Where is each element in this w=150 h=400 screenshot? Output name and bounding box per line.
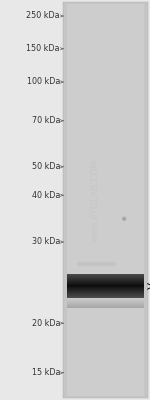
Bar <box>67 291 144 292</box>
Bar <box>67 302 144 303</box>
Bar <box>67 283 144 284</box>
Text: 250 kDa: 250 kDa <box>26 12 60 20</box>
Bar <box>67 303 144 304</box>
Bar <box>67 289 144 290</box>
Bar <box>67 299 144 300</box>
Text: 15 kDa: 15 kDa <box>32 368 60 377</box>
Bar <box>67 290 144 291</box>
Text: 100 kDa: 100 kDa <box>27 78 60 86</box>
Bar <box>67 285 144 286</box>
Bar <box>67 301 144 302</box>
Bar <box>67 275 144 276</box>
Bar <box>67 288 144 289</box>
Bar <box>67 287 144 288</box>
Bar <box>67 304 144 305</box>
Text: 150 kDa: 150 kDa <box>27 44 60 53</box>
Bar <box>67 277 144 278</box>
Text: 20 kDa: 20 kDa <box>32 319 60 328</box>
Bar <box>67 276 144 277</box>
Bar <box>67 300 144 301</box>
Text: 70 kDa: 70 kDa <box>32 116 60 125</box>
Bar <box>63 2 148 398</box>
Bar <box>67 296 144 297</box>
Bar <box>67 307 144 308</box>
Bar <box>67 274 144 275</box>
Circle shape <box>123 217 126 220</box>
Bar <box>67 294 144 295</box>
Bar <box>67 284 144 285</box>
Bar <box>67 298 144 299</box>
Bar <box>67 282 144 283</box>
Bar <box>67 4 144 396</box>
Bar <box>67 297 144 298</box>
Text: 30 kDa: 30 kDa <box>32 238 60 246</box>
Bar <box>67 286 144 287</box>
Bar <box>67 293 144 294</box>
Bar <box>67 280 144 281</box>
Text: 40 kDa: 40 kDa <box>32 191 60 200</box>
Bar <box>67 281 144 282</box>
Bar <box>77 262 116 266</box>
Bar <box>67 295 144 296</box>
Bar <box>67 278 144 279</box>
Bar <box>67 292 144 293</box>
Text: www.PTGLAB.COM: www.PTGLAB.COM <box>91 158 100 242</box>
Text: 50 kDa: 50 kDa <box>32 162 60 171</box>
Bar <box>67 306 144 307</box>
Bar <box>67 305 144 306</box>
